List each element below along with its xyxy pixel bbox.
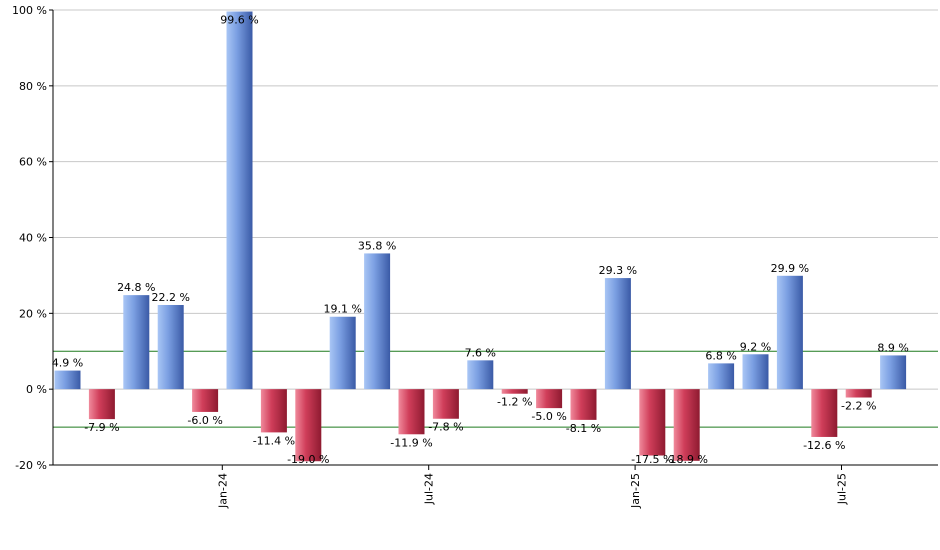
data-label: -17.5 % — [631, 453, 673, 466]
bar — [54, 370, 81, 390]
bar — [673, 389, 700, 461]
bar — [329, 316, 356, 390]
y-tick-label: -20 % — [15, 459, 47, 472]
bar — [811, 389, 838, 437]
data-label: -8.1 % — [566, 422, 601, 435]
axes: -20 % 0 % 20 % 40 % 60 % 80 % 100 % Jan-24 Jul-2… — [12, 4, 938, 509]
bar — [432, 389, 459, 419]
bar — [708, 363, 735, 390]
data-label: 19.1 % — [323, 303, 361, 316]
y-tick-label: 0 % — [26, 383, 47, 396]
bar — [501, 389, 528, 394]
bar — [604, 278, 631, 390]
bar — [398, 389, 425, 435]
bar — [88, 389, 115, 420]
y-tick-label: 20 % — [19, 307, 47, 320]
y-tick-label: 60 % — [19, 156, 47, 169]
bar — [570, 389, 597, 420]
data-label: -2.2 % — [841, 400, 876, 413]
bars — [54, 11, 907, 462]
data-label: -7.9 % — [84, 421, 119, 434]
data-label: 29.3 % — [599, 264, 637, 277]
y-tick-label: 80 % — [19, 80, 47, 93]
data-label: 7.6 % — [465, 346, 496, 359]
bar — [157, 304, 184, 390]
x-tick-label: Jul-25 — [836, 473, 849, 505]
data-label: -11.9 % — [390, 436, 432, 449]
data-label: -5.0 % — [531, 410, 566, 423]
bar — [536, 389, 563, 409]
bar — [776, 275, 803, 390]
x-tick-label: Jul-24 — [423, 473, 436, 505]
y-tick-label: 40 % — [19, 232, 47, 245]
bar — [364, 253, 391, 390]
bar — [639, 389, 666, 456]
bar — [192, 389, 219, 412]
data-label: -11.4 % — [253, 434, 295, 447]
data-label: 6.8 % — [705, 349, 736, 362]
data-label: 35.8 % — [358, 239, 396, 252]
bar — [123, 295, 150, 390]
y-tick-label: 100 % — [12, 4, 47, 17]
bar — [742, 354, 769, 390]
data-label: 4.9 % — [52, 357, 83, 370]
bar — [845, 389, 872, 398]
data-label: 29.9 % — [771, 262, 809, 275]
data-label: -6.0 % — [187, 414, 222, 427]
data-label: -12.6 % — [803, 439, 845, 452]
data-label: -1.2 % — [497, 396, 532, 409]
data-label: -19.0 % — [287, 453, 329, 466]
data-label: 9.2 % — [740, 340, 771, 353]
data-label: -18.9 % — [665, 453, 707, 466]
data-label: 8.9 % — [877, 341, 908, 354]
bar — [467, 360, 494, 390]
data-label: -7.8 % — [428, 421, 463, 434]
bar — [226, 11, 253, 390]
data-label: 22.2 % — [151, 291, 189, 304]
bar — [295, 389, 322, 462]
gridlines — [53, 9, 938, 390]
data-label: 99.6 % — [220, 14, 258, 27]
x-tick-label: Jan-25 — [629, 473, 642, 509]
data-labels: 4.9 % -7.9 % 24.8 %22.2 % -6.0 % 99.6 % -11.4… — [52, 14, 909, 466]
data-label: 24.8 % — [117, 281, 155, 294]
x-tick-label: Jan-24 — [216, 473, 229, 509]
bar — [260, 389, 287, 433]
bar — [880, 355, 907, 390]
